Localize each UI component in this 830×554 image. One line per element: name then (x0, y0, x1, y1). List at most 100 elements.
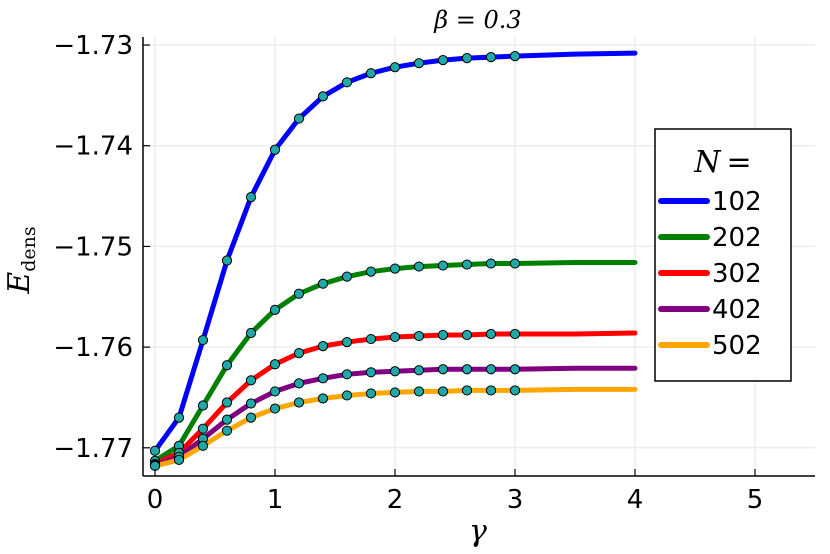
data-point-102 (437, 55, 449, 66)
data-point-502 (389, 387, 401, 398)
data-point-302 (437, 329, 449, 341)
data-point-202 (365, 266, 377, 277)
data-point-202 (269, 304, 281, 315)
data-point-502 (413, 386, 425, 397)
data-point-102 (173, 412, 185, 423)
data-point-302 (413, 330, 425, 342)
x-tick-label: 3 (507, 485, 524, 515)
legend-label-302: 302 (712, 259, 762, 289)
data-point-102 (317, 91, 329, 102)
data-point-102 (389, 62, 401, 73)
x-tick-label: 0 (147, 485, 164, 515)
data-point-402 (413, 365, 425, 376)
legend-label-502: 502 (712, 331, 762, 361)
data-point-302 (269, 359, 281, 370)
chart-title: β = 0.3 (433, 6, 521, 34)
data-point-302 (389, 331, 401, 343)
y-tick-label: −1.75 (53, 232, 133, 262)
data-point-202 (389, 263, 401, 274)
data-point-102 (221, 255, 233, 266)
x-tick-label: 4 (627, 485, 644, 515)
x-axis-label: γ (469, 514, 487, 549)
data-point-302 (197, 423, 209, 434)
data-point-302 (245, 375, 257, 386)
data-point-102 (197, 334, 209, 346)
legend-label-402: 402 (712, 295, 762, 325)
data-point-502 (293, 397, 305, 408)
legend: N = 102 202 302 402 502 (654, 128, 792, 382)
data-point-402 (437, 364, 449, 375)
data-point-402 (485, 364, 497, 375)
data-point-302 (485, 328, 497, 340)
legend-box (654, 128, 792, 382)
y-tick-label: −1.73 (53, 31, 133, 61)
x-tick-label: 2 (387, 485, 404, 515)
data-point-402 (269, 386, 281, 397)
data-point-202 (221, 360, 233, 371)
svg-text:Edens: Edens (2, 226, 40, 294)
data-point-502 (197, 440, 209, 451)
data-point-302 (317, 341, 329, 352)
data-point-502 (341, 390, 353, 401)
legend-label-202: 202 (712, 223, 762, 253)
data-point-502 (437, 386, 449, 397)
legend-title: N = (693, 145, 751, 180)
series-markers (149, 51, 521, 472)
data-point-402 (245, 398, 257, 409)
data-point-202 (197, 400, 209, 411)
data-point-502 (509, 385, 521, 396)
data-point-302 (509, 328, 521, 340)
data-point-202 (485, 258, 497, 269)
data-point-302 (365, 333, 377, 345)
data-point-302 (293, 348, 305, 359)
data-point-502 (221, 425, 233, 436)
data-point-102 (461, 53, 473, 64)
data-point-102 (365, 68, 377, 79)
data-point-502 (173, 454, 185, 465)
y-axis-label: Edens (2, 226, 40, 294)
data-point-502 (245, 412, 257, 423)
data-point-102 (269, 144, 281, 155)
data-point-302 (221, 397, 233, 408)
data-point-102 (149, 445, 161, 456)
data-point-502 (461, 385, 473, 396)
y-tick-label: −1.76 (53, 333, 133, 363)
data-point-202 (317, 278, 329, 289)
data-point-202 (245, 327, 257, 339)
data-point-502 (365, 388, 377, 399)
data-point-502 (317, 393, 329, 404)
y-tick-label: −1.77 (53, 434, 133, 464)
legend-label-102: 102 (712, 187, 762, 217)
data-point-102 (509, 51, 521, 62)
data-point-402 (341, 369, 353, 380)
data-point-202 (341, 271, 353, 282)
y-axis-label-main: E (2, 272, 37, 295)
data-point-402 (317, 373, 329, 384)
data-point-402 (509, 364, 521, 375)
data-point-202 (437, 260, 449, 271)
data-point-102 (293, 113, 305, 124)
data-point-502 (269, 403, 281, 414)
data-point-402 (461, 364, 473, 375)
data-point-202 (509, 258, 521, 269)
data-point-102 (341, 77, 353, 88)
y-tick-label: −1.74 (53, 132, 133, 162)
data-point-402 (365, 367, 377, 378)
data-point-302 (461, 329, 473, 341)
axes: 0 1 2 3 4 5 −1.73 −1.74 −1.75 −1.76 −1.77 (53, 31, 815, 515)
x-tick-label: 5 (747, 485, 764, 515)
data-point-402 (221, 414, 233, 425)
data-point-502 (485, 385, 497, 396)
data-point-202 (413, 261, 425, 272)
y-axis-label-subscript: dens (18, 226, 40, 271)
x-tick-label: 1 (267, 485, 284, 515)
data-point-202 (293, 288, 305, 299)
data-point-102 (245, 191, 257, 203)
data-point-202 (461, 259, 473, 270)
data-point-302 (341, 336, 353, 348)
data-point-102 (485, 52, 497, 63)
legend-items: 102 202 302 402 502 (658, 187, 762, 361)
data-point-102 (413, 58, 425, 69)
data-point-402 (293, 378, 305, 389)
